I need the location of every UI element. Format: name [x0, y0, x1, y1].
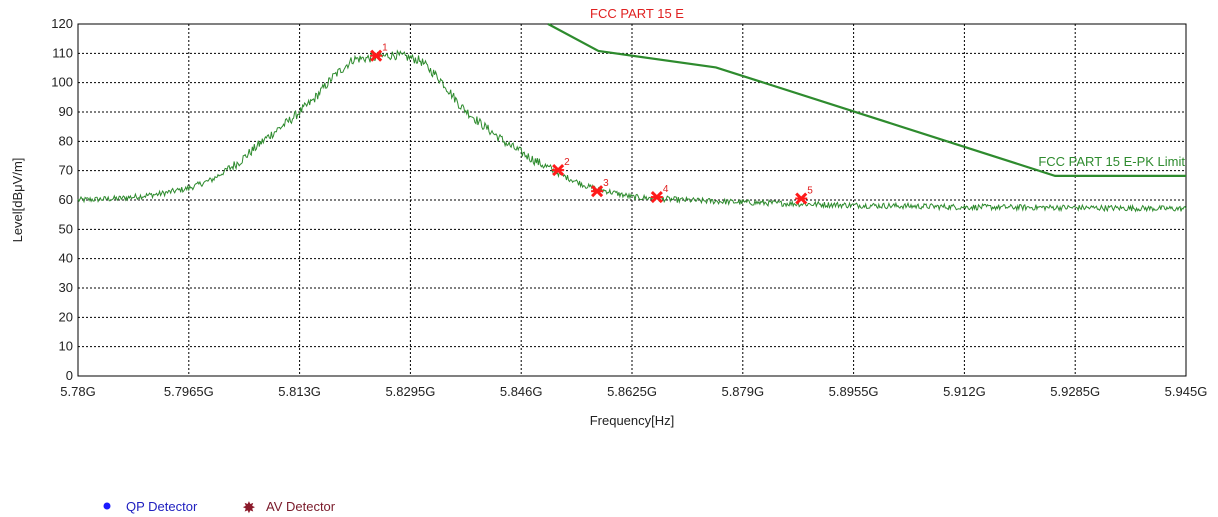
x-tick-label: 5.879G [721, 384, 764, 399]
y-tick-label: 40 [59, 251, 73, 266]
y-tick-label: 50 [59, 221, 73, 236]
y-tick-label: 110 [52, 45, 73, 60]
legend-av-label: AV Detector [266, 499, 336, 514]
x-tick-label: 5.912G [943, 384, 986, 399]
series-group [77, 23, 1187, 213]
x-tick-label: 5.8955G [829, 384, 879, 399]
x-tick-label: 5.78G [60, 384, 95, 399]
limit-line [547, 23, 1186, 177]
x-tick-label: 5.813G [278, 384, 321, 399]
y-tick-label: 30 [59, 280, 73, 295]
y-tick-labels: 0 10 20 30 40 50 60 70 80 90 100 110 120 [51, 16, 73, 383]
x-tick-labels: 5.78G 5.7965G 5.813G 5.8295G 5.846G 5.8625G 5.… [60, 384, 1207, 399]
marker-label: 3 [603, 178, 609, 189]
measurement-trace [77, 49, 1187, 213]
x-tick-label: 5.945G [1165, 384, 1208, 399]
y-axis-title: Level[dBμV/m] [10, 158, 25, 243]
av-detector-icon: ✸ [242, 498, 255, 517]
grid [78, 24, 1186, 376]
y-tick-label: 70 [59, 163, 73, 178]
x-tick-label: 5.7965G [164, 384, 214, 399]
legend: QP Detector ✸ AV Detector [103, 498, 336, 517]
limit-label: FCC PART 15 E-PK Limit [1038, 154, 1185, 169]
y-tick-label: 80 [59, 133, 73, 148]
y-tick-label: 0 [66, 368, 73, 383]
marker-label: 1 [382, 43, 388, 54]
x-tick-label: 5.8295G [385, 384, 435, 399]
x-tick-label: 5.9285G [1050, 384, 1100, 399]
y-tick-label: 90 [59, 104, 73, 119]
x-tick-label: 5.8625G [607, 384, 657, 399]
marker-group: 1 2 3 4 5 [370, 43, 813, 205]
y-tick-label: 60 [59, 192, 73, 207]
y-tick-label: 100 [51, 75, 73, 90]
y-tick-label: 20 [59, 309, 73, 324]
x-axis-title: Frequency[Hz] [590, 413, 675, 428]
marker-label: 2 [564, 157, 570, 168]
y-tick-label: 120 [51, 16, 73, 31]
chart-title: FCC PART 15 E [590, 6, 684, 21]
x-tick-label: 5.846G [500, 384, 543, 399]
marker-label: 5 [807, 186, 813, 197]
y-tick-label: 10 [59, 339, 73, 354]
qp-detector-icon [103, 502, 111, 510]
legend-qp-label: QP Detector [126, 499, 198, 514]
marker-label: 4 [663, 184, 669, 195]
